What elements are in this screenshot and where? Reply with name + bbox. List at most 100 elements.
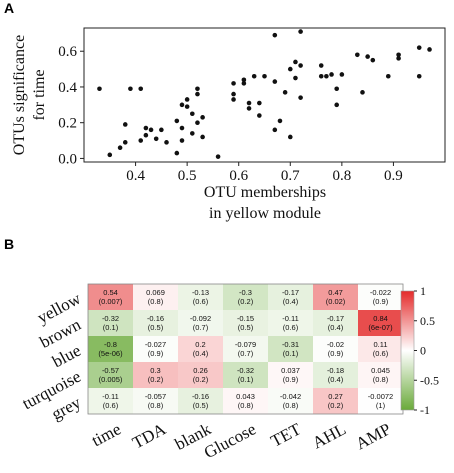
cell-correlation-label: -0.0072 [368, 392, 393, 401]
heatmap-cell [88, 388, 133, 414]
cell-correlation-label: -0.15 [237, 314, 254, 323]
cell-correlation-label: 0.043 [236, 392, 255, 401]
cell-correlation-label: -0.17 [282, 288, 299, 297]
cell-pvalue-label: (1) [376, 401, 386, 410]
data-point [324, 73, 329, 79]
cell-correlation-label: -0.16 [147, 314, 164, 323]
data-point [195, 86, 200, 92]
data-point [122, 140, 128, 145]
heatmap-cell [268, 284, 313, 310]
heatmap-cell [358, 284, 403, 310]
data-point [282, 90, 288, 95]
data-point [231, 97, 236, 102]
column-label: AHL [309, 419, 349, 452]
y-tick-label: 0.0 [58, 151, 77, 167]
heatmap-cell [88, 336, 133, 362]
data-point [272, 79, 278, 84]
cell-pvalue-label: (0.7) [238, 349, 254, 358]
cell-pvalue-label: (0.2) [148, 375, 164, 384]
cell-pvalue-label: (0.6) [193, 297, 209, 306]
data-point [122, 122, 128, 127]
heatmap-cell [133, 362, 178, 388]
heatmap-cell [313, 310, 358, 336]
data-point [184, 97, 190, 102]
data-point [396, 56, 401, 61]
data-point [195, 91, 200, 97]
data-point [231, 91, 236, 97]
y-tick-label: 0.4 [58, 80, 77, 96]
cell-pvalue-label: (6e-07) [368, 323, 393, 332]
cell-pvalue-label: (0.4) [328, 375, 344, 384]
heatmap-cell [133, 310, 178, 336]
cell-correlation-label: -0.11 [282, 314, 299, 323]
cell-correlation-label: -0.042 [280, 392, 301, 401]
data-point [293, 59, 298, 65]
cell-pvalue-label: (0.8) [373, 375, 389, 384]
cell-correlation-label: -0.13 [192, 288, 209, 297]
heatmap-cell [268, 388, 313, 414]
cell-correlation-label: -0.092 [190, 314, 211, 323]
data-point [143, 125, 149, 131]
data-point [355, 52, 360, 58]
data-point [257, 113, 262, 118]
cell-correlation-label: -0.57 [102, 366, 119, 375]
column-label: AMP [353, 419, 394, 453]
cell-correlation-label: -0.32 [102, 314, 119, 323]
cell-pvalue-label: (0.4) [328, 323, 344, 332]
data-point [298, 63, 303, 68]
cell-pvalue-label: (5e-06) [98, 349, 123, 358]
cell-pvalue-label: (0.1) [238, 375, 254, 384]
cell-correlation-label: -0.31 [282, 340, 299, 349]
heatmap-cell [88, 310, 133, 336]
cell-correlation-label: 0.27 [328, 392, 343, 401]
cell-pvalue-label: (0.8) [148, 401, 164, 410]
cell-correlation-label: 0.47 [328, 288, 343, 297]
cell-pvalue-label: (0.9) [148, 349, 164, 358]
data-point [200, 115, 205, 120]
data-point [360, 90, 365, 95]
colorbar-tick-label: -0.5 [420, 373, 439, 387]
data-point [339, 72, 345, 77]
colorbar-tick-label: 0.5 [420, 314, 435, 328]
data-point [107, 152, 113, 158]
data-point [246, 100, 252, 106]
column-label: TDA [129, 419, 169, 453]
cell-pvalue-label: (0.5) [238, 323, 254, 332]
heatmap-cell [358, 336, 403, 362]
data-point [293, 75, 298, 81]
column-label: time [88, 419, 124, 450]
data-point [370, 57, 376, 63]
data-point [190, 131, 195, 136]
cell-correlation-label: -0.17 [327, 314, 344, 323]
cell-pvalue-label: (0.5) [193, 401, 209, 410]
cell-correlation-label: 0.037 [281, 366, 300, 375]
data-point [190, 111, 195, 117]
y-axis-title-line-2: for time [31, 69, 48, 120]
data-point [179, 138, 185, 143]
cell-pvalue-label: (0.4) [283, 297, 299, 306]
data-point [427, 47, 432, 52]
cell-pvalue-label: (0.9) [283, 375, 299, 384]
cell-pvalue-label: (0.9) [328, 349, 344, 358]
data-point [257, 100, 262, 106]
data-point [298, 29, 303, 34]
cell-correlation-label: -0.3 [239, 288, 252, 297]
data-point [246, 106, 252, 111]
heatmap-cell [178, 284, 223, 310]
data-point [365, 54, 370, 59]
heatmap-cell [358, 310, 403, 336]
data-point [195, 120, 200, 125]
cell-correlation-label: 0.2 [195, 340, 205, 349]
heatmap-cell [268, 310, 313, 336]
heatmap-cell [223, 284, 268, 310]
data-point [215, 154, 221, 159]
cell-correlation-label: 0.11 [373, 340, 387, 349]
cell-pvalue-label: (0.8) [148, 297, 164, 306]
data-point [153, 136, 159, 142]
data-point [385, 73, 391, 79]
cell-pvalue-label: (0.6) [373, 349, 389, 358]
cell-correlation-label: -0.8 [104, 340, 117, 349]
data-point [272, 32, 278, 38]
x-tick-label: 0.7 [281, 168, 300, 184]
